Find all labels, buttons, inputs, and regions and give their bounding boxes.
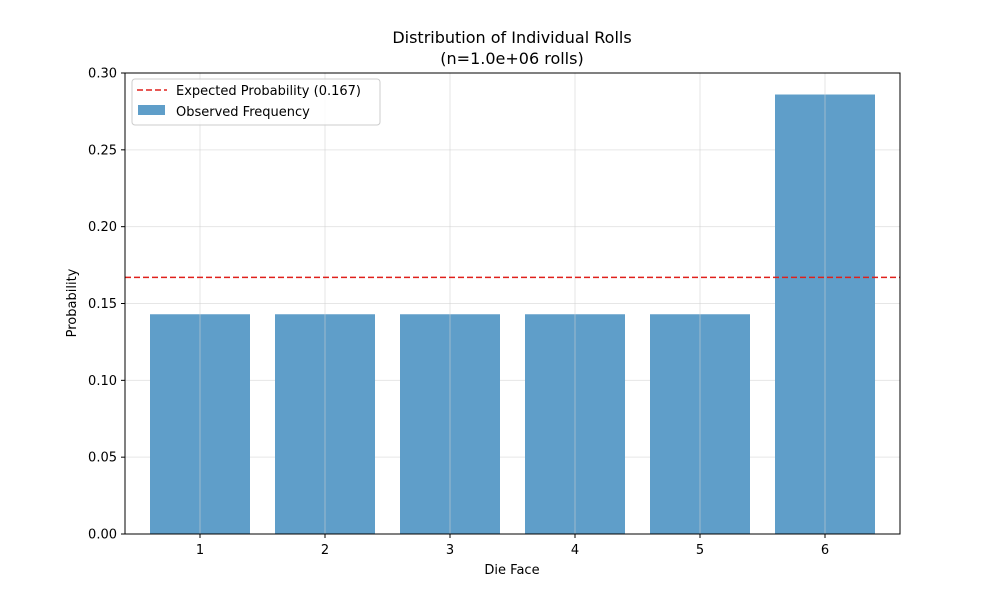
y-axis-label: Probability	[65, 268, 80, 337]
y-ticks: 0.00 0.05 0.10 0.15 0.20 0.25 0.30	[88, 67, 125, 543]
y-tick-label: 0.25	[88, 143, 117, 158]
chart-title: Distribution of Individual Rolls	[392, 28, 631, 47]
y-tick-label: 0.05	[88, 451, 117, 466]
chart-subtitle: (n=1.0e+06 rolls)	[440, 49, 583, 68]
legend-reference-line-label: Expected Probability (0.167)	[176, 84, 361, 99]
bars	[150, 73, 875, 534]
x-tick-label: 2	[321, 543, 329, 558]
x-tick-label: 3	[446, 543, 454, 558]
legend-observed-label: Observed Frequency	[176, 105, 310, 120]
legend-box	[131, 78, 381, 126]
x-tick-label: 1	[196, 543, 204, 558]
y-tick-label: 0.10	[88, 374, 117, 389]
x-tick-label: 5	[696, 543, 704, 558]
x-tick-label: 4	[571, 543, 579, 558]
y-tick-label: 0.00	[88, 528, 117, 543]
x-tick-label: 6	[821, 543, 829, 558]
legend-observed-swatch	[138, 105, 165, 115]
x-ticks: 1 2 3 4 5 6	[196, 534, 829, 558]
y-tick-label: 0.15	[88, 297, 117, 312]
y-tick-label: 0.30	[88, 67, 117, 82]
legend: Expected Probability (0.167) Observed Fr…	[131, 78, 381, 126]
x-axis-label: Die Face	[484, 563, 539, 578]
y-tick-label: 0.20	[88, 220, 117, 235]
